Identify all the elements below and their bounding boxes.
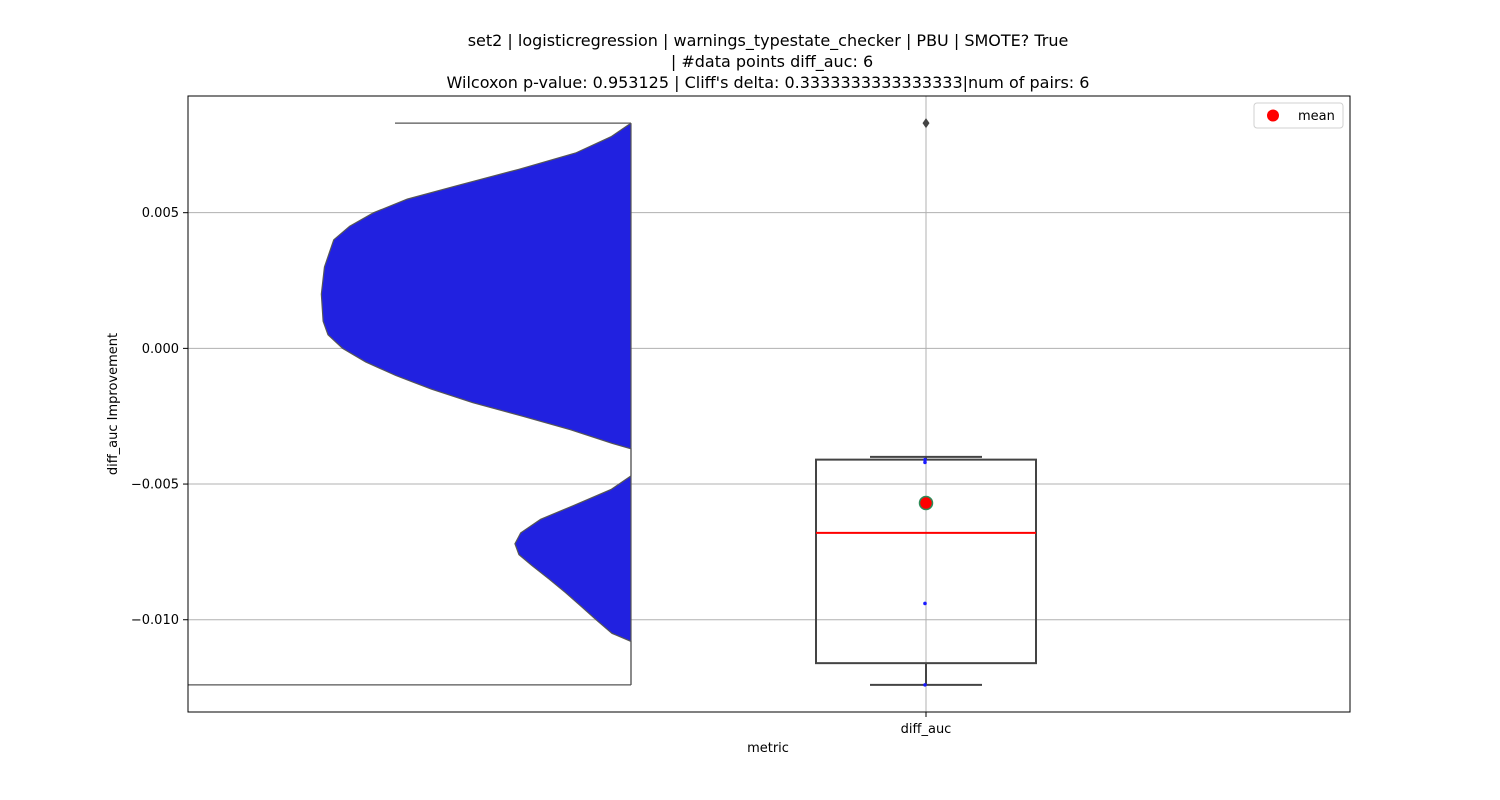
legend-mean-label: mean xyxy=(1298,109,1335,124)
y-axis: 0.005 0.000 −0.005 −0.010 xyxy=(131,206,188,628)
x-axis-label: metric xyxy=(747,741,789,756)
chart-title: set2 | logisticregression | warnings_typ… xyxy=(447,31,1090,92)
data-point-0 xyxy=(923,457,927,462)
legend-box xyxy=(1253,102,1344,129)
title-line-3: Wilcoxon p-value: 0.953125 | Cliff's del… xyxy=(447,73,1090,92)
x-axis: diff_auc xyxy=(901,712,952,737)
data-point-1 xyxy=(923,460,927,465)
y-tick-label-0: 0.005 xyxy=(142,206,179,221)
data-point-3 xyxy=(923,683,927,687)
x-tick-label-0: diff_auc xyxy=(901,722,952,737)
violin-fill xyxy=(321,123,631,685)
boxplot xyxy=(815,118,1037,687)
violin xyxy=(188,122,632,686)
title-line-2: | #data points diff_auc: 6 xyxy=(671,52,873,72)
data-point-2 xyxy=(923,601,927,606)
outlier-marker-0 xyxy=(922,118,930,129)
title-line-1: set2 | logisticregression | warnings_typ… xyxy=(468,31,1069,51)
mean-marker xyxy=(918,495,934,511)
violin-outline xyxy=(320,122,632,685)
y-tick-label-3: −0.010 xyxy=(131,613,179,628)
plot-frame xyxy=(187,95,1351,713)
y-axis-label: diff_auc Improvement xyxy=(106,333,121,475)
grid-lines xyxy=(188,96,1350,712)
y-tick-label-2: −0.005 xyxy=(131,478,179,493)
legend-mean-marker xyxy=(1267,109,1279,122)
y-tick-label-1: 0.000 xyxy=(142,342,179,357)
legend: mean xyxy=(1253,102,1344,129)
